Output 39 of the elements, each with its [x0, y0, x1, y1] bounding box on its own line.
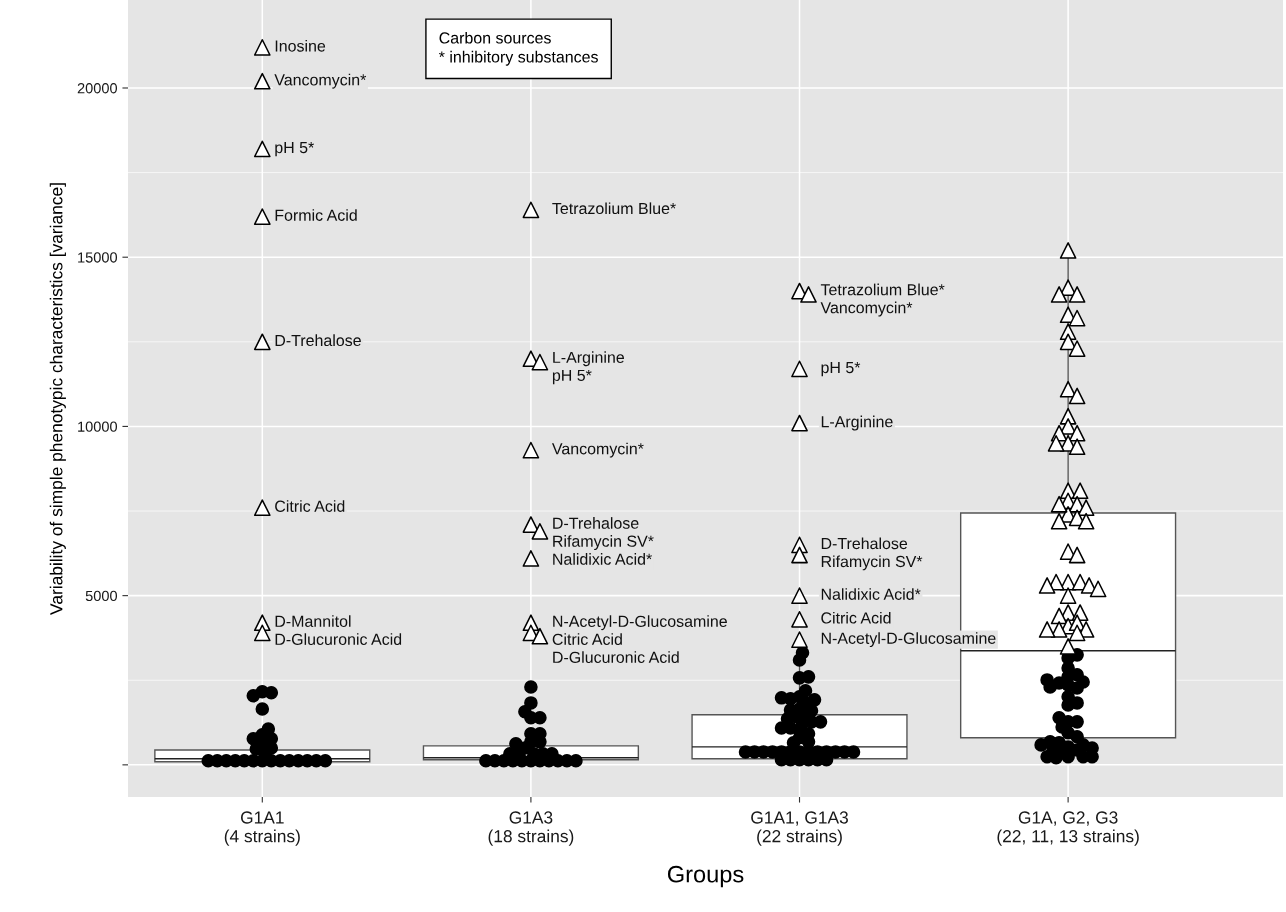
annotation: Formic Acid: [275, 209, 357, 221]
annotation: N-Acetyl-D-Glucosamine: [821, 632, 996, 648]
x-axis-title: Groups: [667, 865, 744, 888]
annotation: Tetrazolium Blue*: [820, 283, 945, 296]
annotation: Inosine: [275, 39, 326, 52]
annotation: D-Trehalose: [821, 537, 908, 550]
annotation: D-Glucuronic Acid: [553, 651, 679, 663]
annotation: Carbon sources: [439, 31, 551, 44]
annotation: Citric Acid: [552, 633, 622, 645]
x-tick-label: G1A, G2, G3 (22, 11, 13 strains): [997, 811, 1139, 846]
y-axis-title: Variability of simple phenotypic characteristics [variance]: [49, 183, 66, 615]
y-tick-label: 20000: [77, 83, 118, 94]
x-tick-label: G1A3 (18 strains): [488, 811, 574, 846]
annotation: Citric Acid: [275, 500, 345, 512]
annotation: Nalidixic Acid*: [553, 553, 652, 565]
annotation: D-Mannitol: [275, 615, 351, 627]
annotation: pH 5*: [275, 142, 315, 157]
annotation: D-Trehalose: [553, 517, 639, 529]
annotation: Vancomycin*: [551, 442, 644, 458]
y-tick-label: 10000: [78, 421, 118, 432]
annotation: pH 5*: [552, 369, 592, 385]
x-tick-label: G1A1, G1A3 (22 strains): [751, 811, 848, 846]
x-tick-label: G1A1 (4 strains): [224, 811, 300, 846]
annotation: Rifamycin SV*: [553, 535, 654, 551]
y-tick-label: 15000: [78, 252, 118, 263]
annotation: L-Arginine: [553, 351, 624, 367]
y-tick-label: 5000: [85, 590, 118, 602]
annotation: N-Acetyl-D-Glucosamine: [553, 615, 727, 631]
annotation: Nalidixic Acid*: [821, 588, 921, 600]
annotation: Vancomycin*: [820, 301, 913, 317]
annotation: Tetrazolium Blue*: [552, 202, 676, 215]
annotation: * inhibitory substances: [438, 50, 598, 66]
annotation: Rifamycin SV*: [821, 555, 923, 571]
annotation: D-Trehalose: [275, 334, 361, 347]
annotation: Vancomycin*: [274, 73, 367, 89]
annotation: L-Arginine: [821, 415, 893, 431]
annotation: pH 5*: [821, 362, 861, 377]
annotation: D-Glucuronic Acid: [275, 633, 402, 645]
annotation: Citric Acid: [821, 611, 891, 624]
